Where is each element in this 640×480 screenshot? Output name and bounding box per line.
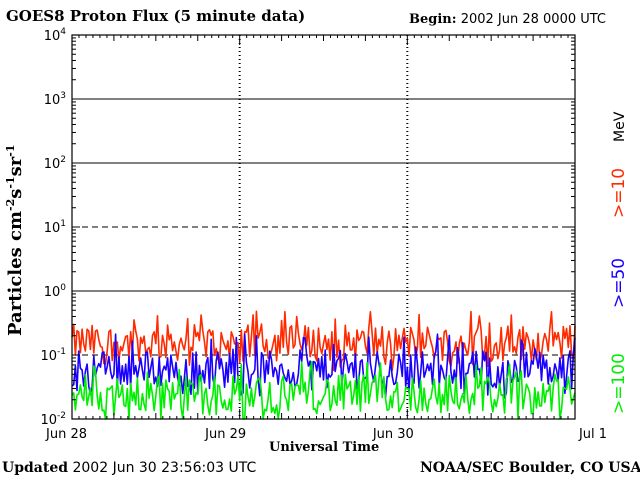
x-tick-label: Jun 28 — [45, 427, 87, 442]
series-layer — [71, 310, 576, 420]
source-credit: NOAA/SEC Boulder, CO USA — [420, 460, 640, 476]
updated-label: Updated — [2, 460, 69, 476]
begin-value: 2002 Jun 28 0000 UTC — [460, 12, 607, 27]
y-tick-label: 10-1 — [40, 347, 66, 364]
begin-info: Begin: 2002 Jun 28 0000 UTC — [409, 12, 606, 27]
label-layer: 10-2 10-1 100 101 102 103 104 Jun 28 Jun 29 Jun 3… — [40, 27, 607, 442]
begin-label: Begin: — [409, 12, 457, 27]
updated-info: Updated 2002 Jun 30 23:56:03 UTC — [2, 460, 256, 476]
legend-series-3: >=100 — [609, 353, 629, 414]
y-tick-label: 103 — [44, 91, 66, 108]
series-line — [71, 310, 576, 372]
y-tick-label: 100 — [44, 283, 67, 300]
chart-title: GOES8 Proton Flux (5 minute data) — [6, 7, 306, 25]
x-tick-label: Jun 29 — [204, 427, 246, 442]
tick-layer — [71, 35, 576, 420]
series-line — [71, 360, 576, 420]
x-tick-label: Jun 30 — [372, 427, 414, 442]
x-axis-label: Universal Time — [269, 440, 380, 455]
x-tick-label: Jul 1 — [578, 427, 607, 442]
updated-value: 2002 Jun 30 23:56:03 UTC — [72, 460, 257, 476]
y-tick-label: 102 — [44, 155, 66, 172]
legend-series-1: >=10 — [609, 167, 629, 218]
y-tick-label: 10-2 — [40, 411, 66, 428]
y-tick-label: 101 — [44, 219, 66, 236]
legend-unit: MeV — [612, 111, 628, 142]
series-line — [71, 333, 576, 399]
legend-series-2: >=50 — [609, 257, 629, 308]
y-tick-label: 104 — [44, 27, 67, 44]
